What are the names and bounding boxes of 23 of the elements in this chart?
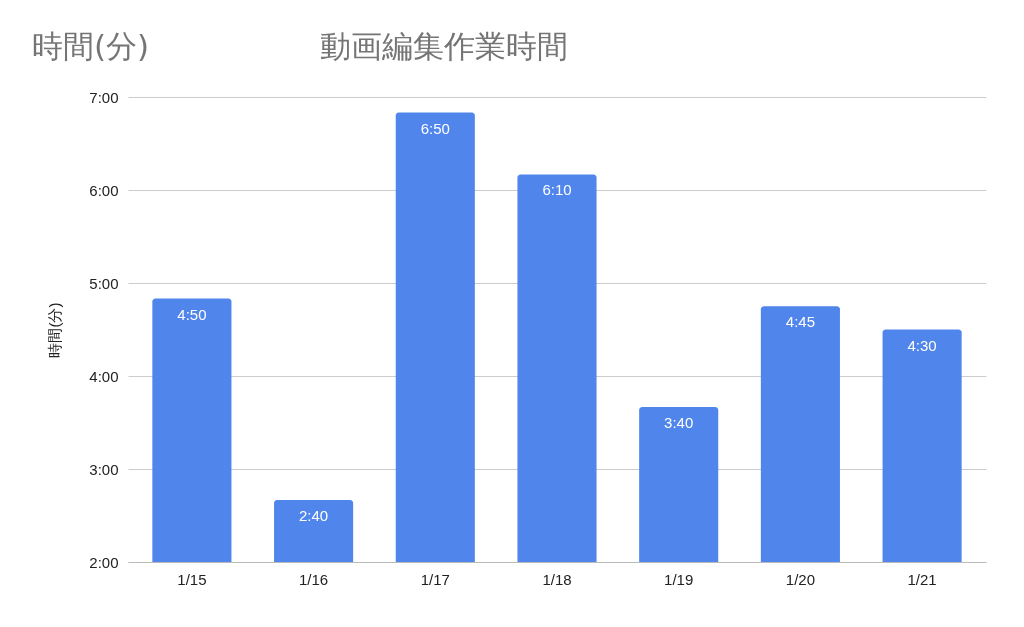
y-tick-label: 7:00: [89, 88, 119, 106]
data-label: 4:30: [907, 336, 937, 354]
y-tick-label: 6:00: [89, 181, 119, 199]
data-label: 4:45: [785, 313, 816, 331]
chart-title: 動画編集作業時間: [320, 28, 568, 64]
data-label: 6:50: [420, 119, 450, 137]
x-tick-label: 1/19: [664, 570, 694, 588]
y-axis-title: 時間(分): [46, 302, 64, 358]
x-tick-label: 1/18: [542, 570, 572, 588]
data-label: 6:10: [542, 181, 572, 199]
text: 時間(分): [32, 28, 150, 64]
data-label: 4:50: [177, 305, 207, 323]
data-label: 2:40: [298, 506, 329, 524]
x-tick-label: 1/17: [420, 570, 450, 588]
x-tick-label: 1/15: [177, 570, 207, 588]
x-tick-label: 1/16: [298, 570, 329, 588]
x-tick-label: 1/21: [907, 570, 937, 588]
x-tick-label: 1/20: [785, 570, 816, 588]
y-tick-label: 3:00: [89, 460, 119, 478]
y-tick-label: 2:00: [89, 553, 119, 571]
y-tick-label: 5:00: [89, 274, 119, 292]
data-label: 3:40: [664, 413, 694, 431]
y-tick-label: 4:00: [89, 367, 119, 385]
